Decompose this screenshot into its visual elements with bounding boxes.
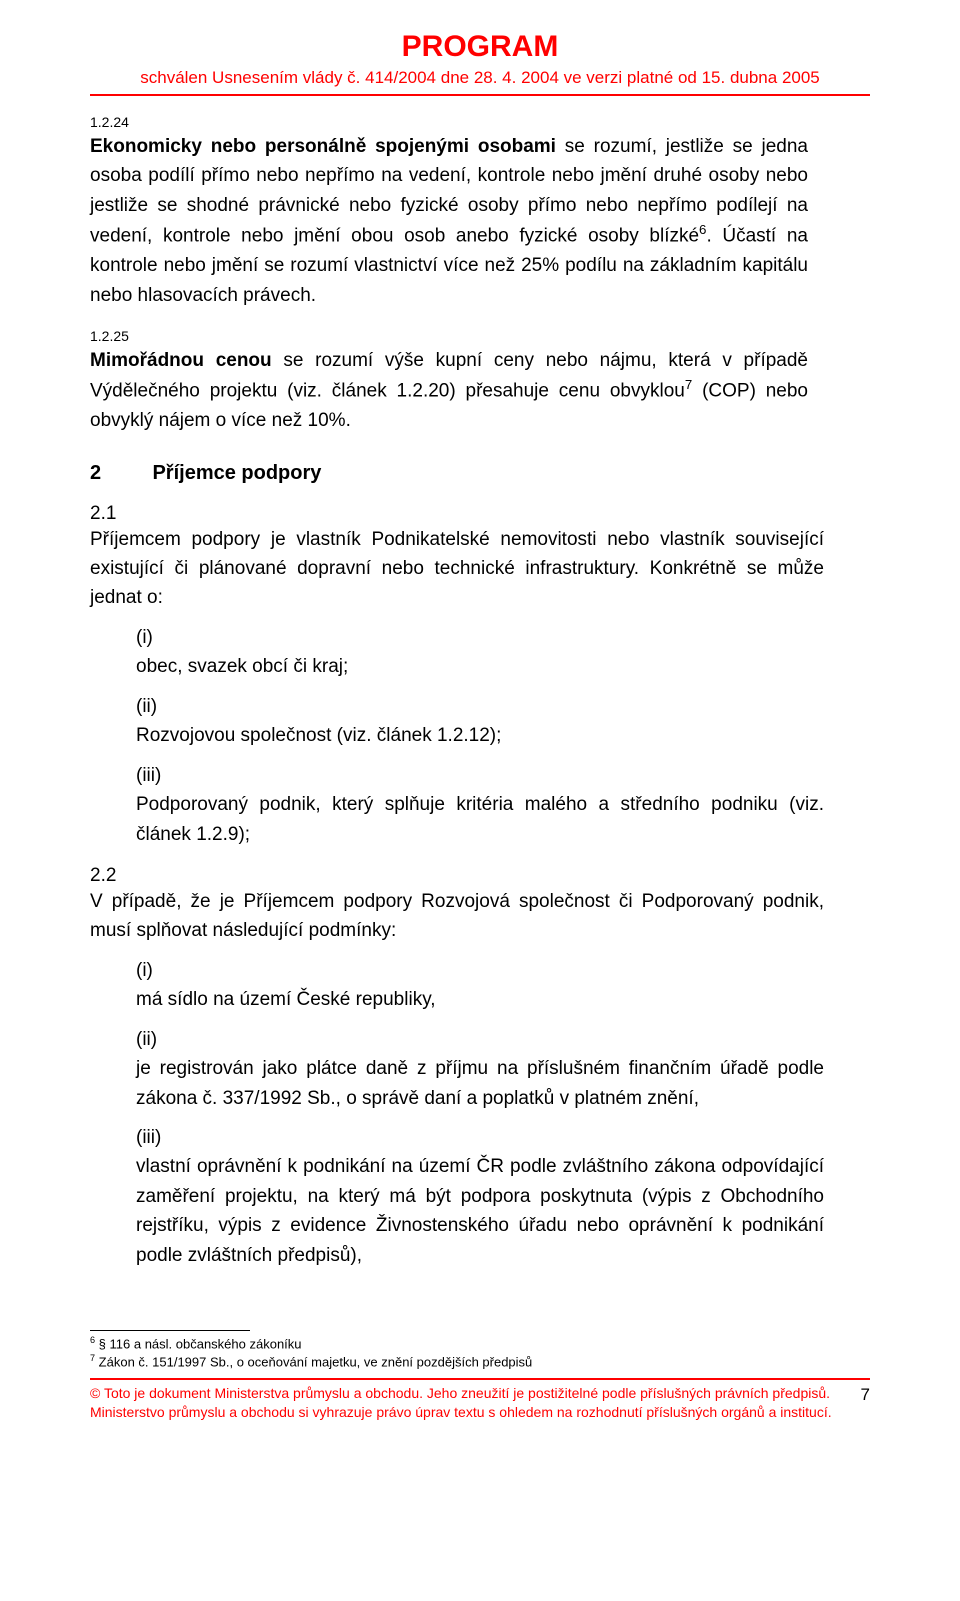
bold-term-1-2-25: Mimořádnou cenou [90,350,272,371]
heading-2: 2 Příjemce podpory [90,462,870,485]
para-num-2-1: 2.1 [90,503,132,525]
paragraph-1-2-25: 1.2.25 Mimořádnou cenou se rozumí výše k… [90,328,870,436]
para-body-2-2: V případě, že je Příjemcem podpory Rozvo… [90,887,824,946]
footer-text-row: © Toto je dokument Ministerstva průmyslu… [90,1384,870,1422]
list-item-text: je registrován jako plátce daně z příjmu… [136,1054,824,1113]
paragraph-2-2: 2.2 V případě, že je Příjemcem podpory R… [90,865,870,1270]
footnote-7-text: Zákon č. 151/1997 Sb., o oceňování majet… [95,1355,532,1370]
list-item: (i) má sídlo na území České republiky, [136,956,870,1015]
footnote-rule [90,1330,250,1331]
paragraph-2-1: 2.1 Příjemcem podpory je vlastník Podnik… [90,503,870,849]
page-number: 7 [852,1384,870,1407]
footer-block: © Toto je dokument Ministerstva průmyslu… [90,1378,870,1422]
roman-i: (i) [136,956,178,985]
roman-iii: (iii) [136,761,178,790]
list-2-2: (i) má sídlo na území České republiky, (… [136,956,870,1270]
para-num-1-2-24: 1.2.24 [90,114,148,130]
roman-i: (i) [136,623,178,652]
para-num-1-2-25: 1.2.25 [90,328,148,344]
para-body-2-1: Příjemcem podpory je vlastník Podnikatel… [90,525,824,613]
para-body-1-2-25: Mimořádnou cenou se rozumí výše kupní ce… [90,346,808,436]
para-body-1-2-24: Ekonomicky nebo personálně spojenými oso… [90,132,808,310]
list-item: (ii) Rozvojovou společnost (viz. článek … [136,692,870,751]
roman-iii: (iii) [136,1123,178,1152]
list-2-1: (i) obec, svazek obcí či kraj; (ii) Rozv… [136,623,870,849]
footnote-7: 7 Zákon č. 151/1997 Sb., o oceňování maj… [90,1353,870,1371]
document-page: PROGRAM schválen Usnesením vlády č. 414/… [0,0,960,1601]
list-item-text: vlastní oprávnění k podnikání na území Č… [136,1152,824,1270]
document-subtitle: schválen Usnesením vlády č. 414/2004 dne… [90,68,870,88]
footnote-6: 6 § 116 a násl. občanského zákoníku [90,1335,870,1353]
list-item: (iii) vlastní oprávnění k podnikání na ú… [136,1123,870,1270]
list-item-text: Podporovaný podnik, který splňuje kritér… [136,790,824,849]
list-item: (ii) je registrován jako plátce daně z p… [136,1025,870,1113]
roman-ii: (ii) [136,1025,178,1054]
header-divider [90,94,870,96]
heading-2-text: Příjemce podpory [152,462,321,485]
list-item: (iii) Podporovaný podnik, který splňuje … [136,761,870,849]
document-title: PROGRAM [90,30,870,64]
list-item-text: má sídlo na území České republiky, [136,985,824,1014]
bold-term-1-2-24: Ekonomicky nebo personálně spojenými oso… [90,136,556,157]
footer-line-1: © Toto je dokument Ministerstva průmyslu… [90,1384,840,1403]
roman-ii: (ii) [136,692,178,721]
list-item-text: Rozvojovou společnost (viz. článek 1.2.1… [136,721,824,750]
list-item-text: obec, svazek obcí či kraj; [136,652,824,681]
heading-2-num: 2 [90,462,148,485]
footer-left: © Toto je dokument Ministerstva průmyslu… [90,1384,852,1422]
footer-line-2: Ministerstvo průmyslu a obchodu si vyhra… [90,1403,840,1422]
para-num-2-2: 2.2 [90,865,132,887]
footnote-6-text: § 116 a násl. občanského zákoníku [95,1337,301,1352]
list-item: (i) obec, svazek obcí či kraj; [136,623,870,682]
paragraph-1-2-24: 1.2.24 Ekonomicky nebo personálně spojen… [90,114,870,310]
footnotes: 6 § 116 a násl. občanského zákoníku 7 Zá… [90,1330,870,1371]
footer-divider [90,1378,870,1380]
